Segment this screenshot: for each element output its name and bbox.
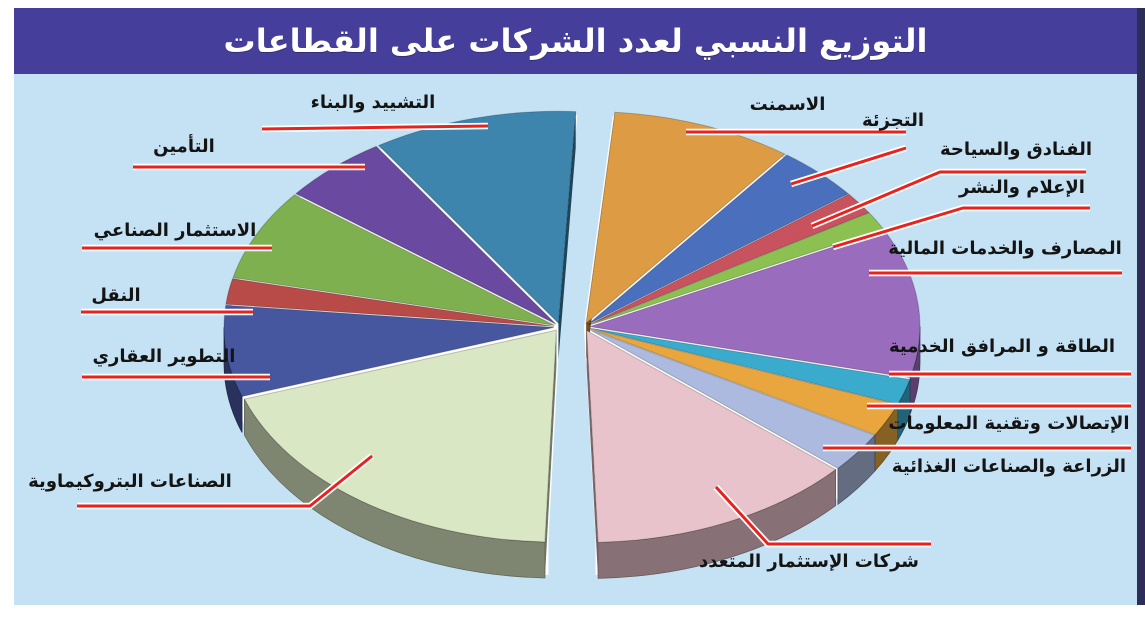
pie-slice-industrial-investment	[232, 194, 555, 326]
sector-label-retail: التجزئة	[861, 110, 925, 131]
pie-slice-petrochemical	[243, 329, 557, 543]
sector-label-banks-financial: المصارف والخدمات المالية	[888, 238, 1122, 259]
leader-lines	[77, 122, 1131, 548]
pie-slice-edge-wall-petrochemical	[544, 330, 557, 578]
sector-label-real-estate: التطوير العقاري	[92, 346, 236, 367]
pie-slice-wall-multi-investment	[597, 468, 837, 579]
leader-line-petrochemical	[77, 454, 373, 508]
pie-slice-multi-investment	[586, 329, 837, 543]
sector-label-cement: الاسمنت	[749, 94, 826, 115]
leader-line-multi-investment	[714, 485, 931, 546]
pie-3d	[223, 110, 921, 579]
sector-label-construction: التشييد والبناء	[310, 92, 436, 113]
leader-line-hotels-tourism	[811, 170, 1086, 228]
sector-label-transport: النقل	[91, 285, 141, 306]
pie-slice-real-estate	[223, 304, 555, 398]
chart-area	[14, 74, 1137, 605]
leader-line-media-publishing	[832, 206, 1090, 249]
sector-label-insurance: التأمين	[153, 136, 215, 157]
sector-label-industrial-investment: الاستثمار الصناعي	[93, 220, 257, 241]
pie-slice-transport	[225, 278, 555, 327]
sector-label-energy-utilities: الطاقة و المرافق الخدمية	[889, 336, 1115, 357]
sector-label-multi-investment: شركات الإستثمار المتعدد	[698, 551, 920, 572]
leader-line-retail	[790, 146, 907, 186]
leader-line-construction	[261, 124, 489, 131]
sector-label-telecom-it: الإتصالات وتقنية المعلومات	[888, 413, 1130, 434]
chart-panel: التوزيع النسبي لعدد الشركات على القطاعات	[14, 8, 1137, 605]
pie-slice-edge-wall-construction	[558, 111, 576, 360]
chart-title: التوزيع النسبي لعدد الشركات على القطاعات	[223, 22, 928, 60]
pie-slice-construction	[377, 110, 577, 325]
sector-label-hotels-tourism: الفنادق والسياحة	[939, 139, 1092, 160]
sector-label-agriculture-food: الزراعة والصناعات الغذائية	[891, 456, 1127, 477]
pie-slice-banks-financial	[589, 229, 921, 379]
sector-label-media-publishing: الإعلام والنشر	[959, 177, 1085, 198]
sector-label-petrochemical: الصناعات البتروكيماوية	[28, 471, 232, 492]
pie-slice-agriculture-food	[588, 328, 876, 469]
pie-slice-cement	[585, 111, 786, 325]
pie-slice-edge-wall-multi-investment	[586, 330, 599, 579]
chart-title-bar: التوزيع النسبي لعدد الشركات على القطاعات	[14, 8, 1137, 74]
